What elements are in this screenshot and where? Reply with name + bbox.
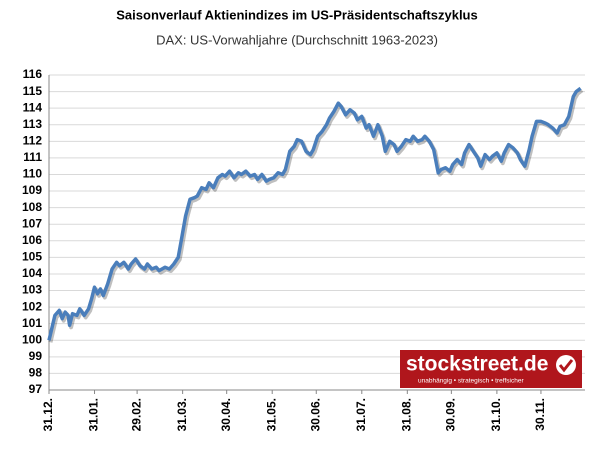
y-tick-label: 111 [23, 150, 42, 164]
x-tick-label: 30.04. [219, 398, 233, 431]
x-tick-label: 30.09. [444, 398, 458, 431]
y-tick-label: 113 [23, 117, 43, 131]
x-tick-label: 31.01. [87, 398, 101, 431]
y-tick-label: 116 [23, 67, 43, 81]
y-tick-label: 98 [29, 366, 43, 380]
y-tick-label: 106 [22, 233, 42, 247]
y-tick-label: 115 [23, 84, 43, 98]
brand-tagline: unabhängig • strategisch • treffsicher [418, 378, 524, 385]
y-tick-label: 107 [22, 216, 42, 230]
y-tick-label: 105 [22, 250, 42, 264]
x-tick-label: 31.05. [264, 398, 278, 431]
x-tick-label: 30.06. [308, 398, 322, 431]
brand-name: stockstreet.de [406, 353, 548, 376]
brand-icon [556, 355, 576, 375]
y-tick-label: 102 [22, 299, 42, 313]
y-tick-label: 108 [22, 200, 42, 214]
x-tick-label: 31.10. [489, 398, 503, 431]
x-tick-label: 30.11. [533, 398, 547, 431]
x-tick-label: 31.07. [354, 398, 368, 431]
brand-check [558, 359, 574, 373]
brand-box [400, 350, 582, 388]
line-shadow [48, 88, 584, 343]
y-tick-label: 99 [29, 349, 43, 363]
y-tick-label: 114 [23, 100, 43, 114]
y-tick-label: 103 [22, 283, 42, 297]
y-tick-label: 101 [22, 316, 42, 330]
x-tick-label: 29.02. [129, 398, 143, 431]
y-tick-label: 97 [29, 382, 43, 396]
y-tick-label: 112 [23, 133, 43, 147]
y-tick-label: 109 [22, 183, 42, 197]
y-tick-label: 100 [22, 332, 42, 346]
chart-title: Saisonverlauf Aktienindizes im US-Präsid… [116, 7, 477, 22]
x-tick-label: 31.08. [399, 398, 413, 431]
x-tick-label: 31.03. [175, 398, 189, 431]
y-tick-label: 110 [23, 167, 43, 181]
chart-subtitle: DAX: US-Vorwahljahre (Durchschnitt 1963-… [156, 32, 438, 47]
x-tick-label: 31.12. [41, 398, 55, 431]
brand-logo: stockstreet.de unabhängig • strategisch … [400, 350, 582, 388]
data-line [47, 86, 582, 341]
y-tick-label: 104 [22, 266, 42, 280]
